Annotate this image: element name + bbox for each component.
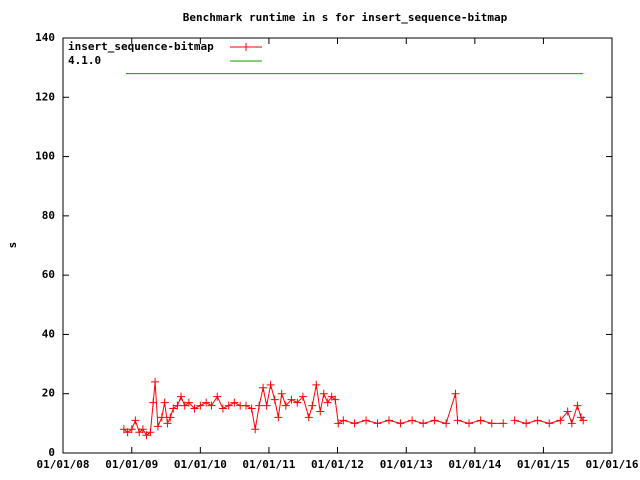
chart-title: Benchmark runtime in s for insert_sequen… [183, 11, 508, 24]
x-tick-label: 01/01/11 [242, 458, 295, 471]
data-point [442, 419, 451, 428]
data-point [451, 389, 460, 398]
y-tick-label: 40 [42, 327, 55, 340]
data-point [545, 419, 554, 428]
data-point [522, 419, 531, 428]
data-point [287, 395, 296, 404]
data-point [396, 419, 405, 428]
data-point [196, 401, 205, 410]
data-point [242, 401, 250, 410]
data-point [573, 401, 582, 410]
data-point [319, 389, 328, 398]
x-tick-label: 01/01/14 [448, 458, 501, 471]
data-point [259, 383, 268, 392]
data-point [476, 416, 485, 425]
data-point [176, 392, 185, 401]
data-point [160, 398, 169, 407]
data-point [213, 392, 222, 401]
data-point [153, 422, 162, 431]
legend-marker [242, 43, 250, 51]
data-point [151, 377, 160, 386]
data-point [218, 404, 227, 413]
data-point [274, 413, 283, 422]
data-point [331, 395, 340, 404]
data-point [281, 401, 290, 410]
data-point [251, 425, 260, 434]
data-point [166, 413, 175, 422]
x-tick-label: 01/01/13 [380, 458, 433, 471]
y-tick-label: 20 [42, 387, 55, 400]
data-point [270, 395, 279, 404]
data-point [419, 419, 428, 428]
data-point [510, 416, 519, 425]
data-point [339, 416, 348, 425]
data-point [362, 416, 371, 425]
data-point [157, 413, 166, 422]
data-point [453, 416, 462, 425]
data-point [207, 401, 216, 410]
data-point [298, 392, 307, 401]
data-point [180, 401, 189, 410]
data-point [127, 425, 136, 434]
y-tick-label: 120 [35, 90, 55, 103]
data-point [308, 401, 317, 410]
data-point [304, 413, 313, 422]
y-tick-label: 0 [48, 446, 55, 459]
x-tick-label: 01/01/15 [517, 458, 570, 471]
data-point [173, 401, 182, 410]
data-point [408, 416, 417, 425]
data-point [556, 416, 565, 425]
x-tick-label: 01/01/08 [37, 458, 90, 471]
data-point [131, 416, 140, 425]
data-point [138, 425, 147, 434]
data-point [579, 416, 588, 425]
data-point [293, 398, 302, 407]
data-point [163, 419, 172, 428]
data-point [323, 398, 332, 407]
data-point [373, 419, 382, 428]
data-point [247, 404, 256, 413]
data-point [499, 419, 508, 428]
data-point [350, 419, 359, 428]
y-axis-label: s [6, 242, 19, 249]
x-tick-label: 01/01/16 [586, 458, 639, 471]
legend-label: 4.1.0 [68, 54, 101, 67]
x-tick-label: 01/01/12 [311, 458, 364, 471]
legend-label: insert_sequence-bitmap [68, 40, 214, 53]
y-tick-label: 100 [35, 150, 55, 163]
data-point [224, 401, 233, 410]
data-point [533, 416, 542, 425]
data-point [262, 401, 271, 410]
x-tick-label: 01/01/10 [174, 458, 227, 471]
data-point [277, 389, 286, 398]
data-point [334, 419, 343, 428]
data-point [563, 407, 572, 416]
data-point [123, 428, 132, 437]
y-tick-label: 80 [42, 209, 55, 222]
data-point [146, 428, 155, 437]
data-point [190, 404, 199, 413]
plot-frame [62, 37, 613, 454]
data-point [230, 398, 239, 407]
data-point [316, 407, 325, 416]
data-point [384, 416, 393, 425]
data-point [430, 416, 439, 425]
data-point [184, 398, 193, 407]
x-tick-label: 01/01/09 [105, 458, 158, 471]
data-point [312, 380, 321, 389]
data-point [255, 401, 264, 410]
data-point [149, 398, 158, 407]
data-point [465, 419, 474, 428]
y-tick-label: 140 [35, 31, 55, 44]
y-tick-label: 60 [42, 268, 55, 281]
data-point [202, 398, 211, 407]
data-point [266, 380, 275, 389]
data-point [169, 404, 178, 413]
data-point [487, 419, 496, 428]
data-point [567, 419, 576, 428]
